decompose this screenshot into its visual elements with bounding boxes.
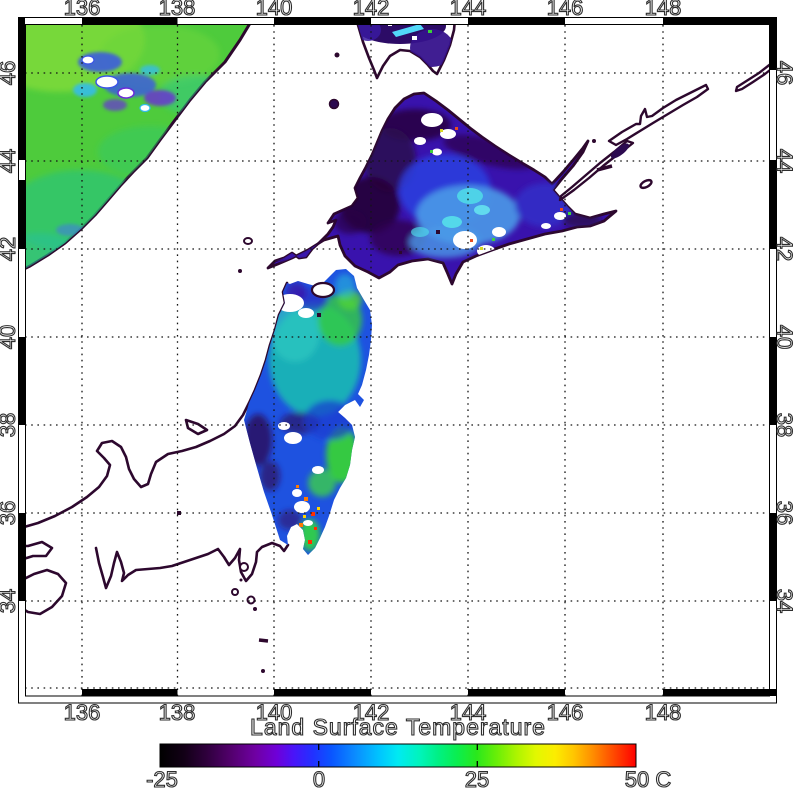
tick-label: 146: [546, 0, 584, 20]
tick-label: 38: [0, 412, 21, 438]
tick-label: 138: [158, 700, 196, 725]
tick-label: 44: [0, 148, 21, 174]
plot-title: Land Surface Temperature: [249, 714, 546, 740]
islet-moneron: [334, 52, 340, 58]
lake-dot: [399, 251, 402, 254]
tick-label: 144: [449, 700, 487, 725]
tick-label: 142: [352, 700, 390, 725]
lake-dot: [317, 313, 321, 317]
islet-sado: [184, 418, 209, 436]
tick-label: 36: [771, 500, 793, 526]
region-primorye-russia: [25, 24, 252, 277]
map-frame: [18, 17, 777, 704]
tick-label: 148: [644, 0, 682, 20]
region-tohoku-data: [244, 269, 372, 555]
tick-label: 146: [546, 700, 584, 725]
tick-label: 136: [63, 700, 101, 725]
lake-suwa-dot: [177, 511, 181, 515]
colorbar-label: 50 C: [624, 767, 672, 792]
graticule: [25, 25, 770, 696]
tick-label: 136: [63, 0, 101, 20]
region-hokkaido: [266, 91, 618, 286]
colorbar-gradient: [159, 743, 637, 768]
lake-dot: [436, 230, 440, 234]
tick-label: 140: [255, 700, 293, 725]
colorbar-ticks: [318, 744, 478, 767]
tick-label: 148: [644, 700, 682, 725]
tick-label: 44: [771, 148, 793, 174]
tick-label: 34: [0, 588, 21, 614]
tick-label: 34: [771, 588, 793, 614]
small-islands: [177, 237, 269, 673]
colorbar-label: -25: [146, 767, 179, 792]
tick-label: 142: [352, 0, 390, 20]
colorbar-label: 25: [464, 767, 490, 792]
tick-label: 36: [0, 500, 21, 526]
tick-label: 138: [158, 0, 196, 20]
tick-label: 140: [255, 0, 293, 20]
tick-label: 40: [0, 324, 21, 350]
colorbar: [159, 743, 637, 768]
tick-label: 46: [0, 60, 21, 86]
tick-label: 42: [0, 236, 21, 262]
tick-label: 38: [771, 412, 793, 438]
region-honshu-coastline: [25, 281, 290, 616]
tick-label: 46: [771, 60, 793, 86]
tick-label: 42: [771, 236, 793, 262]
colorbar-label: 0: [312, 767, 326, 792]
warm-specks-kanto: [296, 485, 320, 544]
region-kuril-islands: [558, 62, 770, 202]
tick-label: 144: [449, 0, 487, 20]
tick-label: 40: [771, 324, 793, 350]
mutsu-bay: [310, 281, 336, 299]
islet-rishiri: [328, 98, 340, 110]
